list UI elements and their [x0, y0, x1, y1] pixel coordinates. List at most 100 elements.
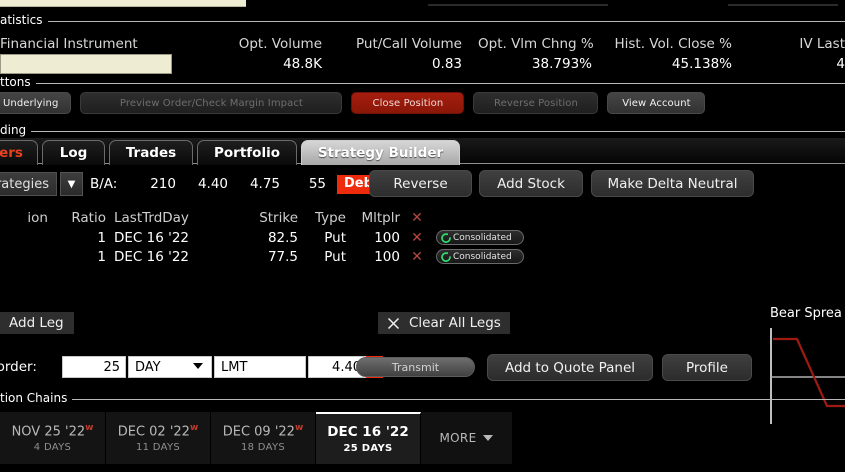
close-position-button[interactable]: Close Position	[351, 92, 465, 114]
reverse-position-button[interactable]: Reverse Position	[473, 92, 599, 114]
chevron-down-icon[interactable]: ▼	[60, 172, 83, 196]
statistics-section: atistics Financial Instrument Opt. Volum…	[0, 13, 845, 76]
refresh-circle-icon	[441, 232, 451, 243]
weekly-marker-icon: w	[189, 422, 199, 433]
table-row[interactable]: 1 DEC 16 '22 77.5 Put 100 ✕ Consolidated	[0, 247, 560, 266]
statistics-group-label: atistics	[0, 13, 48, 27]
refresh-circle-icon	[441, 251, 451, 262]
expiry-tab-nov-25-22[interactable]: NOV 25 '22w 4 DAYS	[0, 412, 106, 464]
add-to-quote-panel-button[interactable]: Add to Quote Panel	[487, 354, 653, 381]
stat-value-opt-vlm-chng: 38.793%	[531, 56, 592, 72]
bid-ask-label: B/A:	[90, 176, 118, 192]
option-chains-group-header: tion Chains	[0, 391, 845, 406]
underlying-button[interactable]: Underlying	[0, 92, 72, 114]
statistics-header-row: Financial Instrument Opt. Volume Put/Cal…	[0, 36, 845, 52]
more-label: MORE	[439, 431, 477, 445]
payoff-chart-title: Bear Sprea	[770, 306, 842, 321]
buttons-group-header: ttons	[0, 75, 845, 90]
leg-mltplr: 100	[374, 229, 400, 246]
consolidated-pill-label: Consolidated	[453, 251, 512, 262]
legs-header-row: ion Ratio LastTrdDay Strike Type Mltplr …	[0, 208, 560, 228]
expiry-tab-dec-16-22[interactable]: DEC 16 '22 25 DAYS	[316, 412, 421, 464]
clipped-cream-field	[0, 0, 246, 7]
chevron-down-icon[interactable]	[193, 363, 203, 369]
option-chains-group-label: tion Chains	[0, 391, 73, 405]
tab-portfolio[interactable]: Portfolio	[197, 140, 297, 165]
expiry-tab-dec-09-22[interactable]: DEC 09 '22w 18 DAYS	[211, 412, 316, 464]
trading-group-rule	[0, 131, 845, 132]
statistics-group-rule	[0, 21, 845, 22]
leg-delete-icon[interactable]: ✕	[411, 229, 423, 246]
quantity-input[interactable]: 25	[62, 356, 126, 378]
ask-price: 4.75	[249, 176, 280, 192]
legs-col-ratio: Ratio	[71, 210, 106, 226]
make-delta-neutral-button[interactable]: Make Delta Neutral	[591, 170, 754, 197]
expiry-date: DEC 02 '22w	[118, 423, 199, 439]
stat-value-iv-last: 4	[836, 56, 845, 72]
stat-header-financial-instrument: Financial Instrument	[0, 36, 138, 52]
order-type-select[interactable]: LMT	[214, 356, 306, 378]
profile-button[interactable]: Profile	[662, 354, 752, 381]
legs-col-delete-icon[interactable]: ✕	[411, 210, 423, 226]
tab-orders[interactable]: ers	[0, 140, 38, 165]
tab-trades[interactable]: Trades	[109, 140, 193, 165]
legs-col-mltplr: Mltplr	[361, 210, 400, 226]
trading-group-label: ding	[0, 123, 32, 137]
reverse-button[interactable]: Reverse	[369, 170, 472, 197]
add-leg-button[interactable]: Add Leg	[0, 312, 74, 334]
expiry-days: 25 DAYS	[343, 443, 393, 454]
expiry-days: 4 DAYS	[33, 442, 72, 454]
leg-strike: 77.5	[267, 248, 298, 265]
ask-size: 55	[308, 176, 326, 192]
chevron-down-icon	[483, 435, 494, 441]
buttons-section: ttons Underlying Preview Order/Check Mar…	[0, 75, 845, 124]
expiry-date: NOV 25 '22w	[12, 423, 94, 439]
statistics-value-row: 48.8K 0.83 38.793% 45.138% 4	[0, 56, 845, 72]
clear-all-legs-button[interactable]: Clear All Legs	[378, 312, 510, 334]
leg-delete-icon[interactable]: ✕	[411, 248, 423, 265]
table-row[interactable]: 1 DEC 16 '22 82.5 Put 100 ✕ Consolidated	[0, 228, 560, 247]
expiry-tabs: NOV 25 '22w 4 DAYS DEC 02 '22w 11 DAYS D…	[0, 412, 513, 464]
top-clipped-strip	[0, 0, 845, 8]
add-stock-button[interactable]: Add Stock	[479, 170, 583, 197]
consolidated-exchange-pill[interactable]: Consolidated	[436, 230, 524, 245]
option-chains-group-rule	[0, 399, 845, 400]
leg-strike: 82.5	[267, 229, 298, 246]
time-in-force-select[interactable]: DAY	[128, 356, 212, 378]
consolidated-exchange-pill[interactable]: Consolidated	[436, 249, 524, 264]
expiry-tab-dec-02-22[interactable]: DEC 02 '22w 11 DAYS	[106, 412, 211, 464]
view-account-button[interactable]: View Account	[607, 92, 706, 114]
more-expiries-button[interactable]: MORE	[421, 412, 513, 464]
bid-ask-readout: B/A: 210 4.40 4.75 55 Debit	[90, 172, 391, 196]
trading-tabbar: ers Log Trades Portfolio Strategy Builde…	[0, 138, 845, 165]
preview-order-button[interactable]: Preview Order/Check Margin Impact	[80, 92, 343, 114]
transmit-button[interactable]: Transmit	[356, 357, 475, 377]
statistics-group-header: atistics	[0, 13, 845, 28]
expiry-date-text: DEC 02 '22	[117, 424, 190, 440]
expiry-date-text: NOV 25 '22	[11, 424, 86, 440]
legs-table: ion Ratio LastTrdDay Strike Type Mltplr …	[0, 208, 560, 266]
leg-type: Put	[324, 229, 346, 246]
consolidated-pill-label: Consolidated	[453, 232, 512, 243]
expiry-days: 18 DAYS	[240, 442, 286, 454]
action-buttons-row: Underlying Preview Order/Check Margin Im…	[0, 92, 706, 114]
weekly-marker-icon: w	[294, 422, 304, 433]
leg-ratio: 1	[97, 248, 106, 265]
strategies-dropdown-label[interactable]: rategies	[0, 172, 57, 196]
legs-col-type: Type	[314, 210, 346, 226]
stat-header-opt-vlm-chng: Opt. Vlm Chng %	[478, 36, 594, 52]
expiry-date: DEC 16 '22	[327, 424, 409, 440]
stat-header-hist-vol-close: Hist. Vol. Close %	[614, 36, 733, 52]
tab-log[interactable]: Log	[42, 140, 105, 165]
financial-instrument-field[interactable]	[0, 54, 172, 74]
stat-value-put-call-volume: 0.83	[431, 56, 462, 72]
tab-strategy-builder[interactable]: Strategy Builder	[301, 140, 460, 165]
leg-mltplr: 100	[374, 248, 400, 265]
legs-col-lasttrdday: LastTrdDay	[114, 210, 189, 226]
payoff-chart	[770, 328, 845, 424]
leg-lasttrdday: DEC 16 '22	[114, 229, 190, 246]
expiry-days: 11 DAYS	[135, 442, 181, 454]
weekly-marker-icon: w	[85, 422, 94, 433]
legs-col-action: ion	[27, 210, 48, 226]
leg-lasttrdday: DEC 16 '22	[114, 248, 190, 265]
